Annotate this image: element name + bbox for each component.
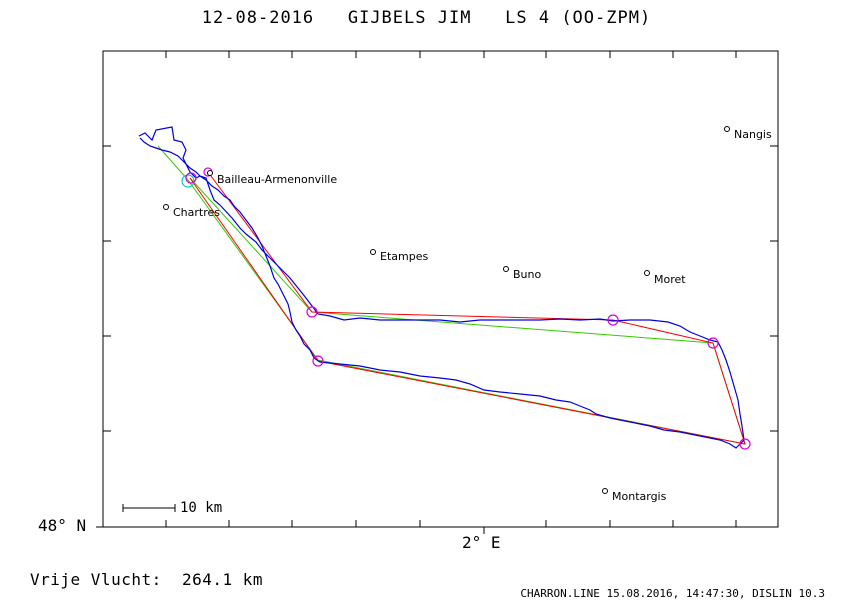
city-markers <box>163 126 730 494</box>
start-circle <box>181 174 195 188</box>
city-marker-nangis <box>724 126 730 132</box>
turnpoint-marker <box>607 314 619 326</box>
city-label-buno: Buno <box>513 268 541 281</box>
city-marker-chartres <box>163 204 169 210</box>
bottom-ticks <box>165 520 737 534</box>
turnpoints <box>185 167 751 450</box>
city-marker-bailleau <box>207 170 213 176</box>
city-label-chartres: Chartres <box>173 206 220 219</box>
city-label-nangis: Nangis <box>734 128 772 141</box>
task-line-green <box>157 145 746 445</box>
credits-line: CHARRON.LINE 15.08.2016, 14:47:30, DISLI… <box>520 587 825 600</box>
city-label-etampes: Etampes <box>380 250 428 263</box>
turnpoint-marker <box>306 306 318 318</box>
city-marker-moret <box>644 270 650 276</box>
scale-label: 10 km <box>180 500 223 516</box>
turnpoint-marker <box>185 172 197 184</box>
city-marker-montargis <box>602 488 608 494</box>
city-label-moret: Moret <box>654 273 686 286</box>
map-title: 12-08-2016 GIJBELS JIM LS 4 (OO-ZPM) <box>201 8 652 28</box>
city-marker-buno <box>503 266 509 272</box>
map-frame <box>102 50 779 528</box>
city-marker-etampes <box>370 249 376 255</box>
turnpoint-marker <box>739 438 751 450</box>
city-label-montargis: Montargis <box>612 490 667 503</box>
right-ticks <box>770 145 778 432</box>
left-ticks <box>96 145 111 528</box>
turnpoint-marker <box>312 355 324 367</box>
flight-track <box>138 126 745 449</box>
latitude-label: 48° N <box>38 516 87 535</box>
turnpoint-marker <box>707 337 719 349</box>
top-ticks <box>165 51 737 58</box>
scale-bar <box>122 504 176 512</box>
city-label-bailleau: Bailleau-Armenonville <box>217 173 337 186</box>
longitude-label: 2° E <box>462 533 501 552</box>
flight-distance: Vrije Vlucht: 264.1 km <box>30 570 264 589</box>
task-line-red <box>189 171 746 445</box>
